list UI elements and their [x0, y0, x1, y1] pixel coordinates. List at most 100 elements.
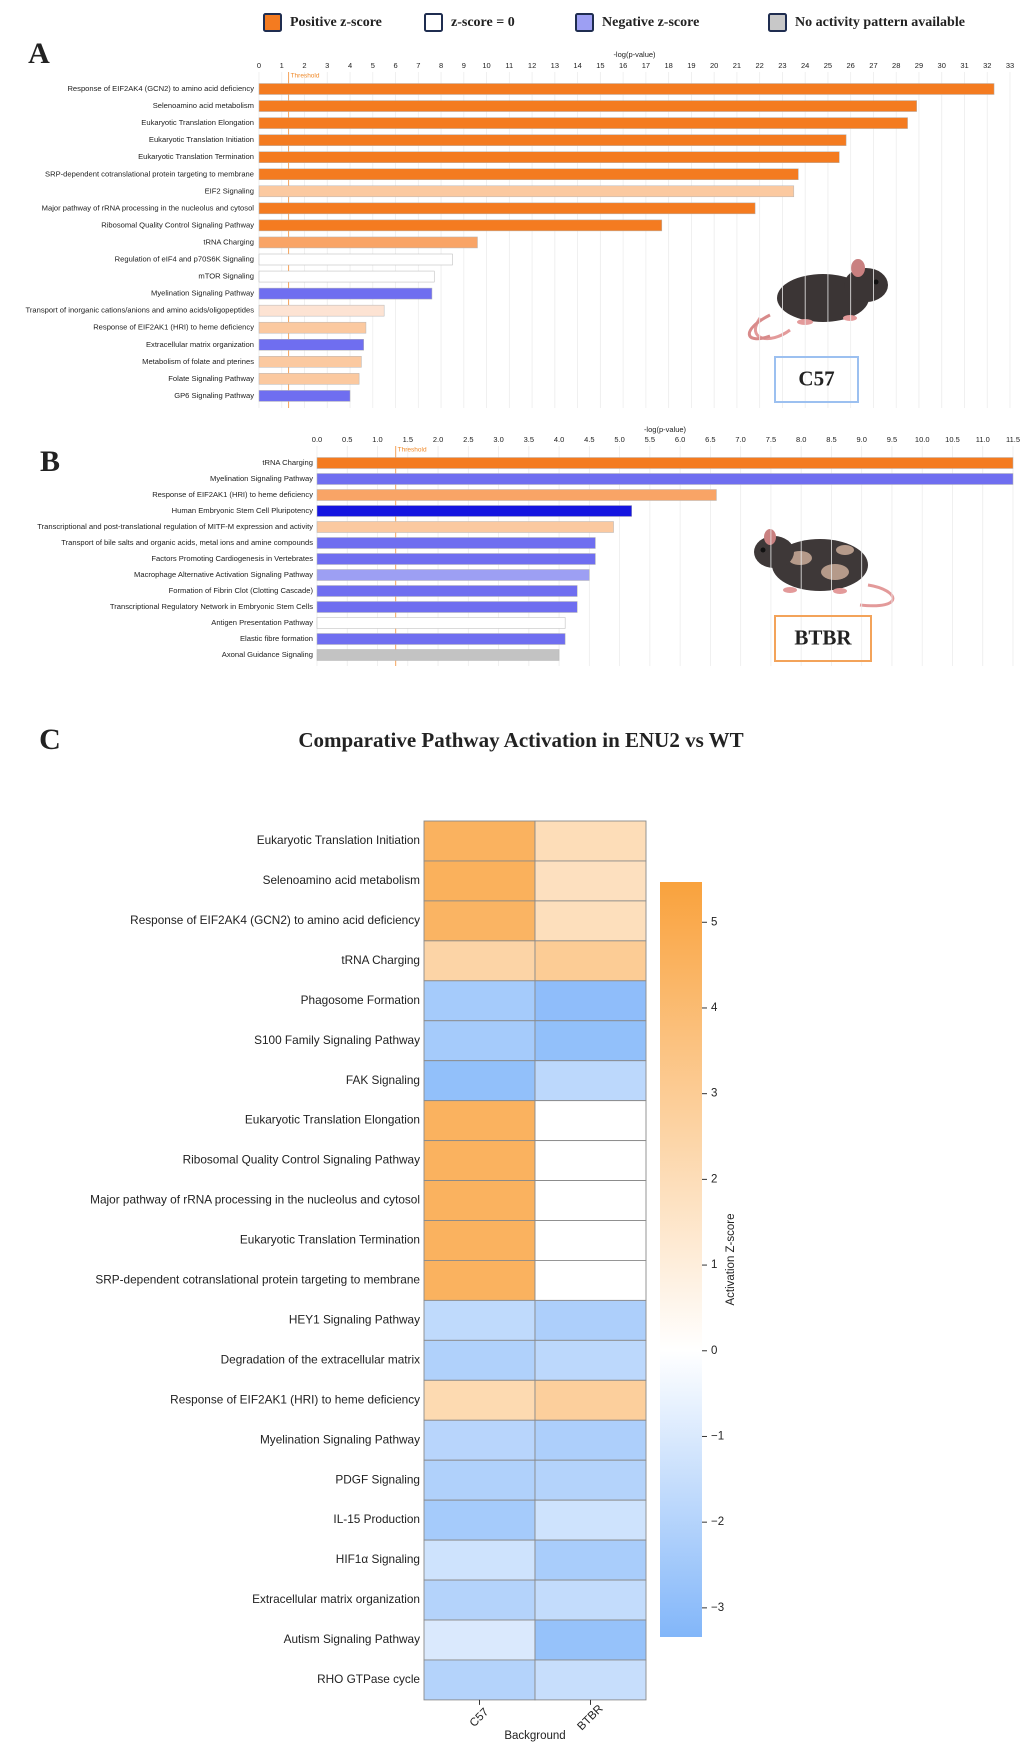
category-label: GP6 Signaling Pathway — [174, 391, 254, 400]
x-tick-label: 16 — [619, 61, 627, 70]
bar — [259, 305, 384, 316]
heatmap-cell — [424, 941, 535, 981]
legend-swatch — [576, 14, 593, 31]
bar — [317, 522, 614, 533]
bar — [259, 288, 432, 299]
bar — [317, 506, 632, 517]
legend-label: Positive z-score — [290, 15, 382, 30]
x-tick-label: 11.0 — [976, 435, 990, 444]
x-tick-label: 8.5 — [826, 435, 836, 444]
heatmap-cell — [535, 1420, 646, 1460]
category-label: Response of EIF2AK4 (GCN2) to amino acid… — [67, 84, 254, 93]
bar — [317, 586, 577, 597]
row-label: RHO GTPase cycle — [317, 1672, 420, 1686]
x-tick-label: 9.0 — [856, 435, 866, 444]
legend-label: Negative z-score — [602, 15, 699, 30]
bar — [317, 538, 595, 549]
x-tick-label: 3.0 — [493, 435, 503, 444]
figure: Positive z-scorez-score = 0Negative z-sc… — [0, 0, 1026, 1742]
heatmap-cell — [424, 1340, 535, 1380]
panel-label: B — [40, 445, 60, 478]
x-tick-label: 1.0 — [372, 435, 382, 444]
colorbar-tick-label: −2 — [711, 1516, 724, 1528]
x-axis-label: Background — [504, 1730, 565, 1742]
heatmap-cell — [535, 1061, 646, 1101]
x-tick-label: 4 — [348, 61, 352, 70]
colorbar — [660, 882, 702, 1637]
row-label: tRNA Charging — [341, 953, 420, 967]
heatmap-cell — [424, 1620, 535, 1660]
x-tick-label: 22 — [755, 61, 763, 70]
bar — [259, 84, 994, 95]
x-tick-label: 20 — [710, 61, 718, 70]
legend-swatch — [425, 14, 442, 31]
x-tick-label: 1.5 — [403, 435, 413, 444]
category-label: EIF2 Signaling — [205, 186, 254, 195]
bar — [259, 186, 794, 197]
column-label: BTBR — [575, 1703, 605, 1733]
column-label: C57 — [468, 1706, 491, 1729]
row-label: IL-15 Production — [333, 1512, 420, 1526]
threshold-label: Threshold — [291, 73, 320, 80]
row-label: Phagosome Formation — [301, 993, 420, 1007]
heatmap-cell — [535, 1101, 646, 1141]
x-axis-label: -log(p-value) — [613, 50, 656, 59]
bar — [317, 554, 595, 565]
row-label: SRP-dependent cotranslational protein ta… — [95, 1273, 420, 1287]
x-tick-label: 29 — [915, 61, 923, 70]
heatmap-cell — [424, 1460, 535, 1500]
x-tick-label: 31 — [960, 61, 968, 70]
x-tick-label: 21 — [733, 61, 741, 70]
x-tick-label: 7 — [416, 61, 420, 70]
colorbar-tick-label: −3 — [711, 1602, 724, 1614]
colorbar-tick-label: 2 — [711, 1173, 717, 1185]
x-tick-label: 4.0 — [554, 435, 564, 444]
bar — [259, 373, 359, 384]
x-tick-label: 5.0 — [614, 435, 624, 444]
heatmap-cell — [424, 1181, 535, 1221]
colorbar-label: Activation Z-score — [725, 1213, 737, 1305]
x-tick-label: 10 — [482, 61, 490, 70]
x-tick-label: 10.0 — [915, 435, 930, 444]
heatmap-cell — [535, 1021, 646, 1061]
x-tick-label: 0.0 — [312, 435, 322, 444]
heatmap-cell — [535, 1340, 646, 1380]
x-tick-label: 23 — [778, 61, 786, 70]
bar — [317, 634, 565, 645]
heatmap-cell — [535, 1580, 646, 1620]
x-tick-label: 3 — [325, 61, 329, 70]
bar — [259, 135, 846, 146]
x-tick-label: 11.5 — [1006, 435, 1020, 444]
x-tick-label: 18 — [664, 61, 672, 70]
legend-swatch — [264, 14, 281, 31]
legend-label: No activity pattern available — [795, 15, 965, 30]
category-label: Folate Signaling Pathway — [168, 374, 254, 383]
heatmap-cell — [535, 1260, 646, 1300]
heatmap-cell — [535, 1221, 646, 1261]
colorbar-tick-label: 0 — [711, 1345, 717, 1357]
heatmap-cell — [424, 1101, 535, 1141]
category-label: Elastic fibre formation — [240, 634, 313, 643]
bar — [317, 490, 716, 501]
x-tick-label: 2 — [302, 61, 306, 70]
heatmap-cell — [535, 1181, 646, 1221]
row-label: Major pathway of rRNA processing in the … — [90, 1193, 420, 1207]
heatmap-cell — [424, 1221, 535, 1261]
colorbar-tick-label: 4 — [711, 1002, 718, 1014]
heatmap-cell — [424, 1380, 535, 1420]
colorbar-tick-label: −1 — [711, 1430, 724, 1442]
x-tick-label: 0.5 — [342, 435, 352, 444]
x-tick-label: 30 — [938, 61, 946, 70]
mouse-c57 — [749, 259, 888, 339]
bar — [259, 169, 798, 180]
x-tick-label: 7.5 — [766, 435, 776, 444]
bar — [317, 602, 577, 613]
category-label: Selenoamino acid metabolism — [153, 101, 254, 110]
x-tick-label: 9 — [462, 61, 466, 70]
x-tick-label: 33 — [1006, 61, 1014, 70]
bar — [317, 618, 565, 629]
category-label: SRP-dependent cotranslational protein ta… — [45, 169, 254, 178]
bar — [259, 237, 477, 248]
category-label: Transport of inorganic cations/anions an… — [25, 306, 254, 315]
strain-label: BTBR — [794, 625, 852, 649]
